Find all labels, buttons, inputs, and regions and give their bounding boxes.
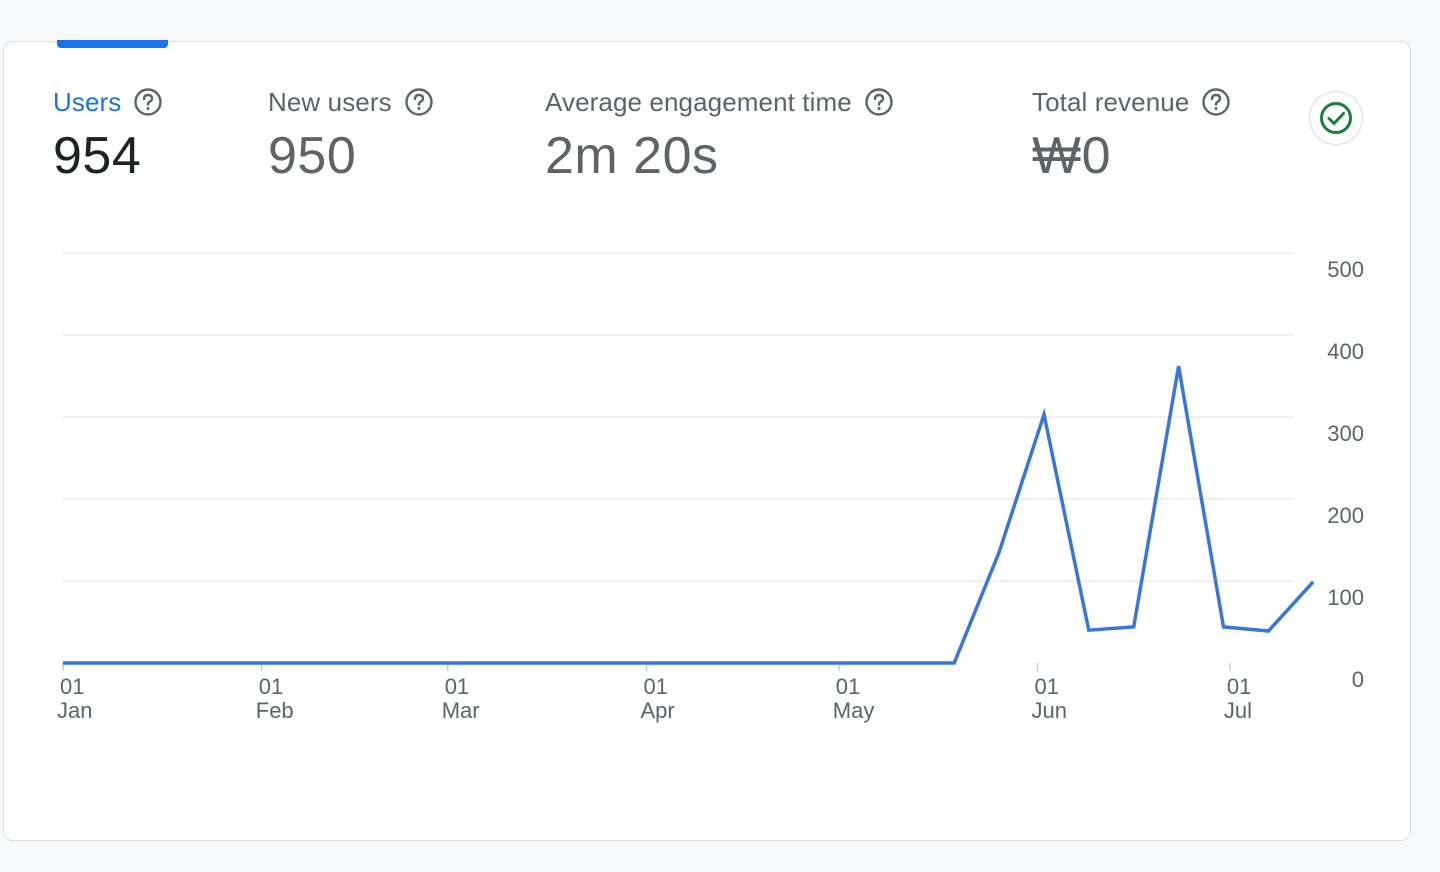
help-circle-icon[interactable] xyxy=(1201,87,1231,117)
x-tick-month: Feb xyxy=(256,698,294,723)
metric-users-value: 954 xyxy=(53,127,142,185)
metric-revenue-header: Total revenue xyxy=(1032,82,1231,122)
x-tick-month: Apr xyxy=(640,698,674,723)
metric-users-label: Users xyxy=(53,86,122,117)
x-tick-month: Mar xyxy=(442,698,480,723)
metric-users-header: Users xyxy=(53,82,163,122)
y-tick-label: 400 xyxy=(1327,339,1364,364)
x-tick-month: Jun xyxy=(1032,698,1067,723)
metric-average-engagement-time[interactable]: Average engagement time 2m 20s xyxy=(545,82,894,186)
x-tick-day: 01 xyxy=(836,674,860,699)
x-tick-day: 01 xyxy=(60,674,84,699)
help-circle-icon[interactable] xyxy=(404,87,434,117)
insights-status-button[interactable] xyxy=(1309,91,1363,145)
metric-new-users[interactable]: New users 950 xyxy=(268,82,434,186)
y-tick-label: 100 xyxy=(1327,585,1364,610)
report-card: Users 954 New users 950 xyxy=(3,40,1411,841)
chart-y-axis: 0 100 200 300 400 500 xyxy=(1327,257,1364,692)
x-tick-day: 01 xyxy=(1227,674,1251,699)
y-tick-label: 0 xyxy=(1352,667,1364,692)
metric-engagement-header: Average engagement time xyxy=(545,82,894,122)
x-tick-day: 01 xyxy=(1035,674,1059,699)
metric-engagement-label: Average engagement time xyxy=(545,86,852,117)
y-tick-label: 300 xyxy=(1327,421,1364,446)
x-tick-day: 01 xyxy=(643,674,667,699)
help-circle-icon[interactable] xyxy=(133,87,163,117)
chart-series xyxy=(63,365,1315,665)
active-metric-indicator xyxy=(57,40,168,48)
metric-revenue-value: ₩0 xyxy=(1032,127,1111,185)
x-tick-month: Jul xyxy=(1224,698,1252,723)
users-series-line xyxy=(63,365,1315,665)
y-tick-label: 500 xyxy=(1327,257,1364,282)
chart-gridlines xyxy=(63,252,1294,582)
x-tick-day: 01 xyxy=(445,674,469,699)
help-circle-icon[interactable] xyxy=(864,87,894,117)
metric-new-users-header: New users xyxy=(268,82,434,122)
metric-new-users-value: 950 xyxy=(268,127,357,185)
x-tick-day: 01 xyxy=(259,674,283,699)
metric-total-revenue[interactable]: Total revenue ₩0 xyxy=(1032,82,1231,186)
metric-revenue-label: Total revenue xyxy=(1032,86,1190,117)
x-tick-month: Jan xyxy=(57,698,92,723)
y-tick-label: 200 xyxy=(1327,503,1364,528)
x-tick-month: May xyxy=(833,698,875,723)
metric-engagement-value: 2m 20s xyxy=(545,127,719,185)
metric-users[interactable]: Users 954 xyxy=(53,82,163,186)
check-circle-icon xyxy=(1320,102,1352,134)
metric-new-users-label: New users xyxy=(268,86,392,117)
